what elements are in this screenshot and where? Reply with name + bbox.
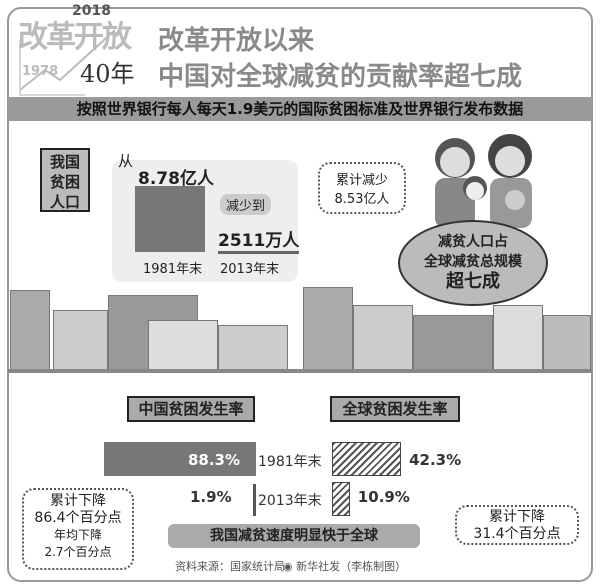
source-text: 资料来源：国家统计局 — [175, 560, 285, 573]
china-decline-callout: 累计下降 86.4个百分点 年均下降 2.7个百分点 — [22, 488, 134, 570]
share-line2: 全球减贫总规模 — [424, 254, 522, 270]
note-line3: 年均下降 — [53, 528, 102, 542]
year-2013-label: 2013年末 — [220, 262, 280, 277]
population-1981: 8.78亿人 — [138, 169, 214, 189]
callout-line2: 8.53亿人 — [334, 192, 390, 207]
poverty-population-label: 我国贫困人口 — [40, 148, 90, 212]
category-1981: 1981年末 — [258, 454, 322, 470]
share-line1: 减贫人口占 — [438, 234, 508, 250]
callout-line1: 累计减少 — [335, 173, 388, 188]
credit: ◉ 新华社发（李栋制图） — [283, 558, 406, 574]
from-label: 从 — [118, 152, 134, 170]
china-rate-label: 中国贫困发生率 — [127, 396, 255, 422]
population-2013: 2511万人 — [218, 226, 300, 254]
logo-text: 改革开放 — [18, 20, 132, 55]
trend-arrow-icon — [19, 29, 116, 96]
year-1981-label: 1981年末 — [143, 262, 203, 277]
category-2013: 2013年末 — [258, 493, 322, 509]
global-decline-callout: 累计下降 31.4个百分点 — [455, 505, 579, 545]
city-skyline-illustration — [8, 285, 592, 375]
label-global-1981: 42.3% — [409, 451, 462, 469]
credit-text: 新华社发（李栋制图） — [296, 560, 407, 573]
label-china-2013: 1.9% — [190, 488, 232, 506]
conclusion-banner: 我国减贫速度明显快于全球 — [168, 524, 420, 548]
label-china-1981: 88.3% — [187, 451, 240, 469]
logo-year-start: 1978 — [22, 64, 59, 79]
note-line2: 86.4个百分点 — [34, 510, 122, 526]
banner: 按照世界银行每人每天1.9美元的国际贫困标准及世界银行发布数据 — [8, 97, 592, 121]
logo-year-end: 2018 — [72, 3, 111, 19]
note-line1: 累计下降 — [50, 493, 106, 509]
title-line1: 改革开放以来 — [158, 26, 315, 56]
note-line2: 31.4个百分点 — [473, 526, 561, 542]
logo-anniversary: 40年 — [80, 60, 135, 88]
note-line1: 累计下降 — [489, 509, 545, 525]
share-line3: 超七成 — [446, 271, 500, 292]
xinhua-logo-icon: ◉ — [283, 560, 297, 573]
cumulative-reduction-callout: 累计减少 8.53亿人 — [318, 162, 406, 214]
label-global-2013: 10.9% — [357, 488, 410, 506]
note-line4: 2.7个百分点 — [44, 545, 112, 559]
frame — [7, 7, 593, 582]
bar-global-2013 — [332, 482, 350, 516]
reduced-to-label: 减少到 — [220, 194, 272, 215]
bar-global-1981 — [332, 442, 402, 476]
population-1981-block — [135, 186, 205, 252]
bar-china-1981 — [104, 442, 256, 476]
title-line2: 中国对全球减贫的贡献率超七成 — [158, 62, 523, 92]
family-illustration — [435, 134, 532, 228]
share-ellipse: 减贫人口占 全球减贫总规模 超七成 — [398, 220, 548, 306]
global-rate-label: 全球贫困发生率 — [330, 396, 460, 422]
bar-china-2013 — [252, 484, 256, 516]
